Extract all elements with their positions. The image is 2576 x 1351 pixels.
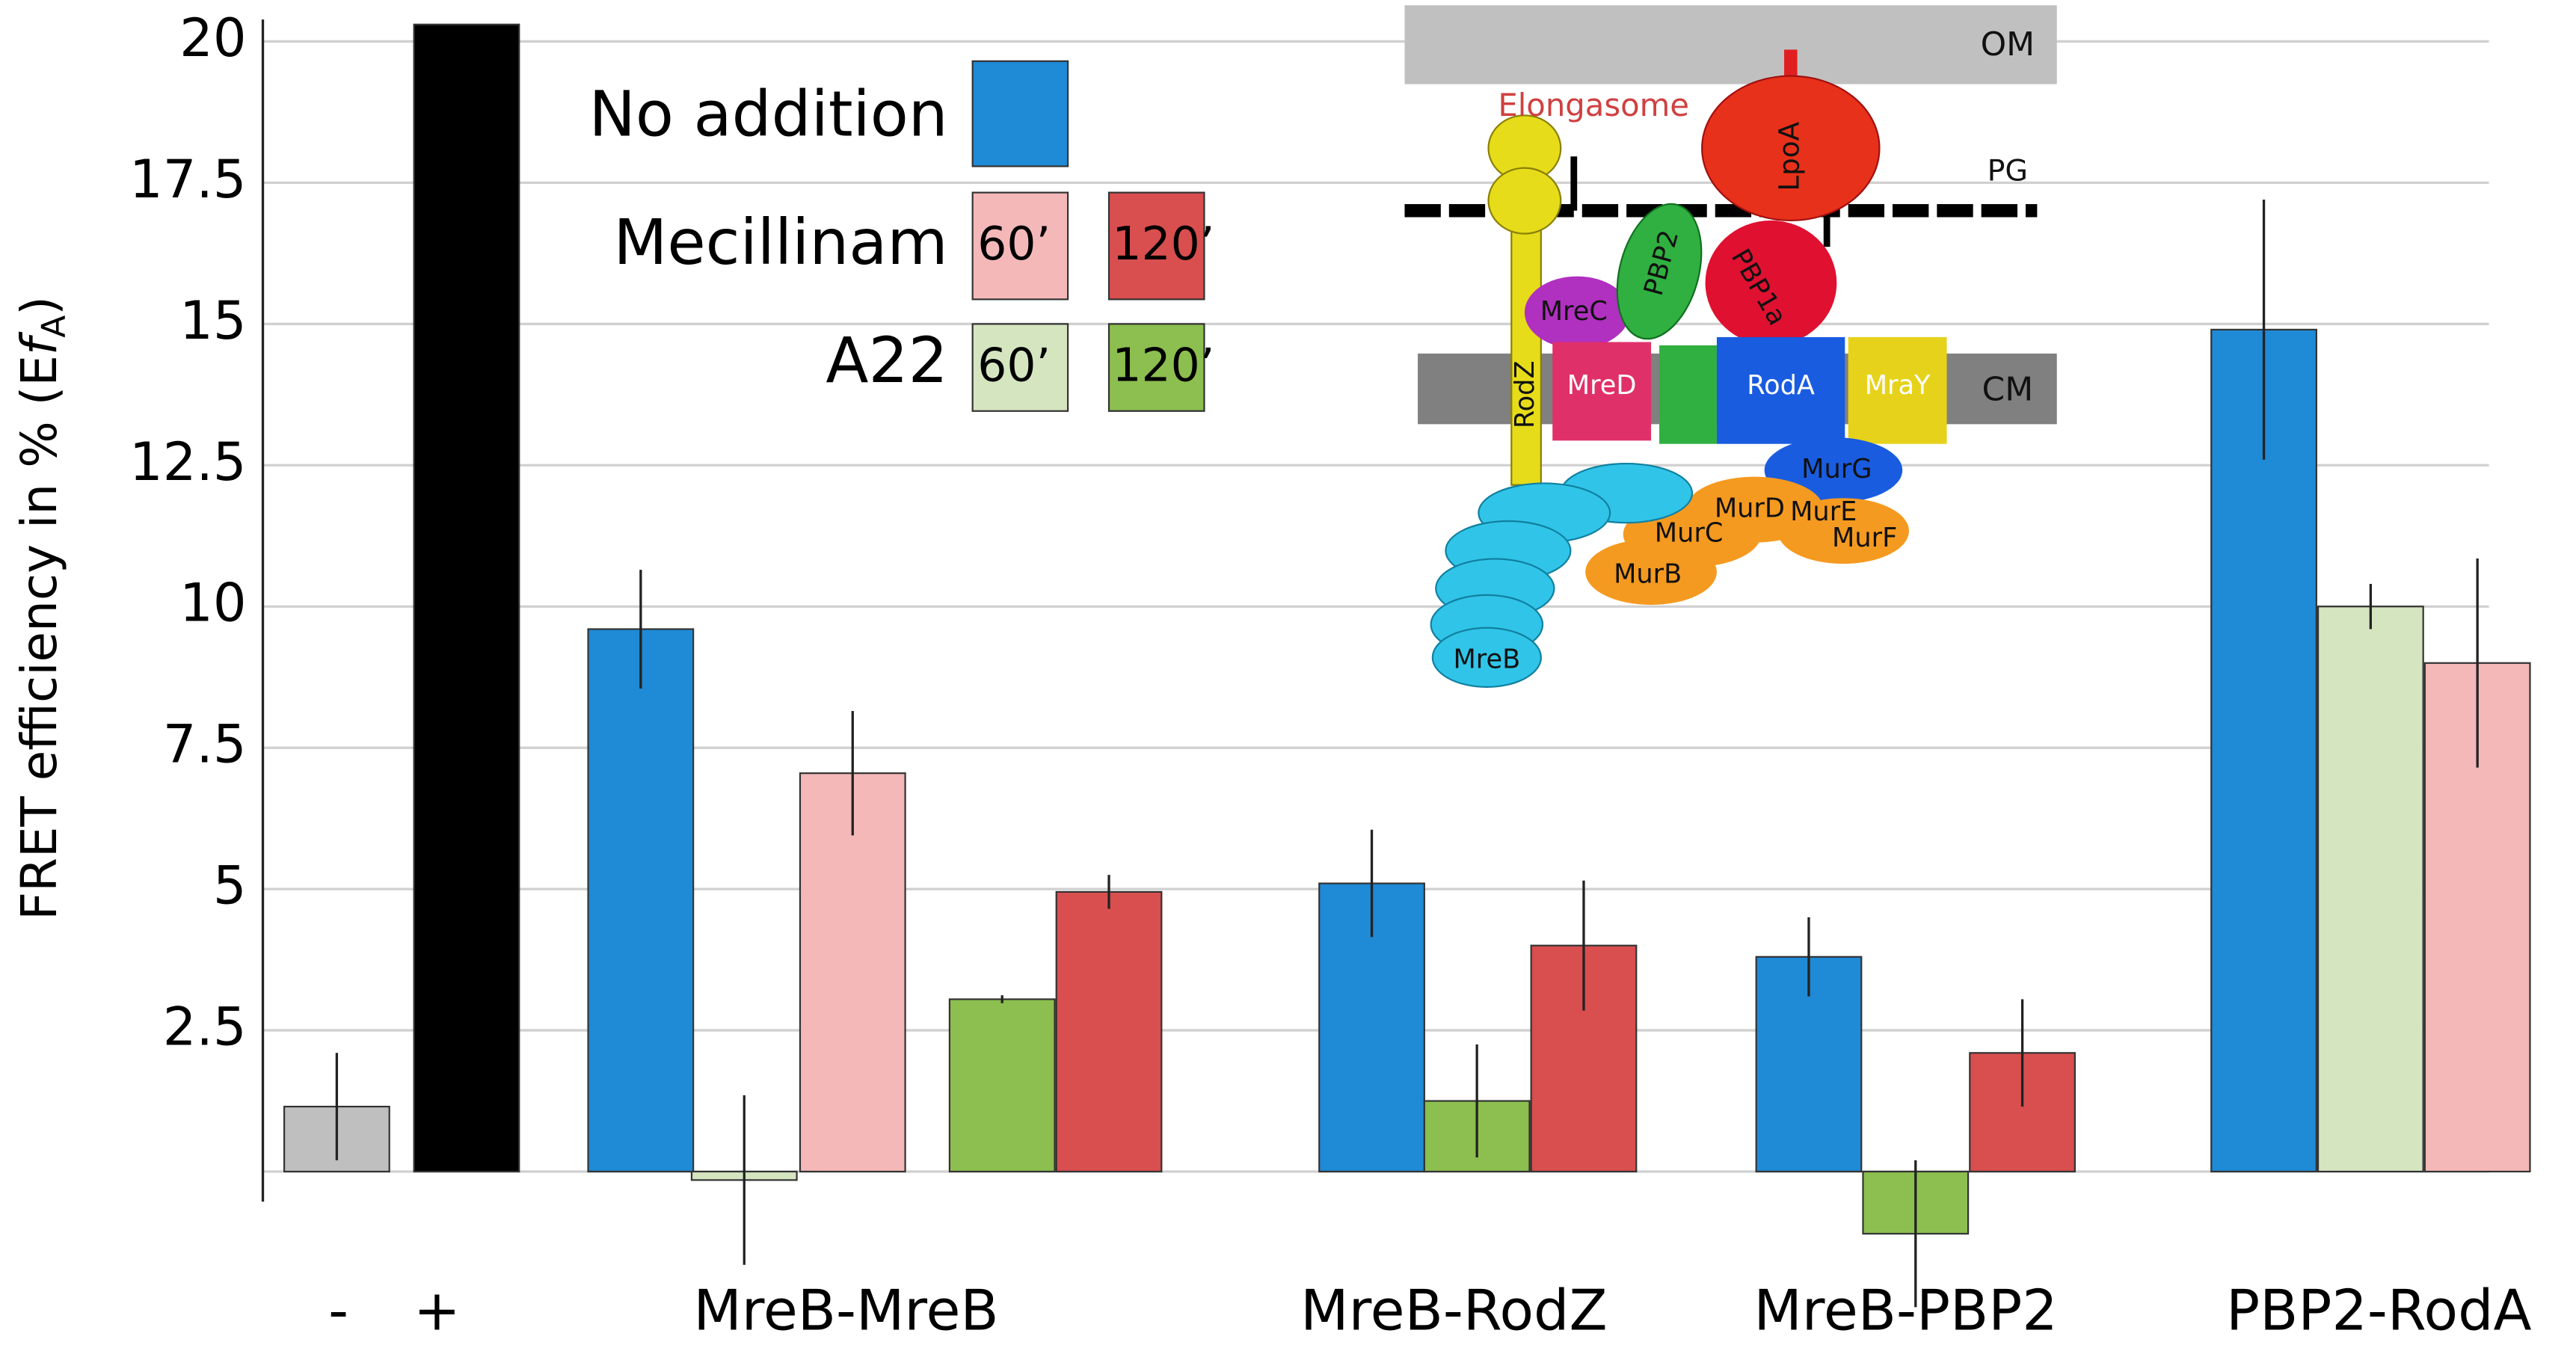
mray: [1848, 336, 1947, 444]
y-label-end: ): [10, 296, 68, 316]
mreb: [1431, 627, 1542, 688]
legend-label: Mecillinam: [613, 206, 947, 279]
diagram-label: MraY: [1865, 370, 1931, 401]
legend-swatch: [971, 60, 1069, 167]
diagram-label: MurB: [1614, 558, 1682, 589]
diagram-label: MreC: [1540, 296, 1608, 327]
y-tick-label: 15: [179, 290, 246, 351]
legend-time: 120’: [1112, 339, 1214, 393]
y-axis-label: FRET efficiency in % (EfA): [10, 296, 73, 920]
bar: [799, 772, 906, 1173]
bar: [948, 998, 1056, 1173]
diagram: [1404, 5, 2057, 688]
legend-time: 60’: [977, 339, 1051, 393]
lpoa-stalk: [1784, 49, 1798, 83]
y-tick-label: 17.5: [129, 149, 247, 210]
diagram-label: MurD: [1715, 493, 1785, 524]
y-label-text: FRET efficiency in % (E: [10, 355, 68, 920]
x-tick-label: MreB-RodZ: [1300, 1278, 1607, 1344]
x-tick-label: +: [414, 1278, 461, 1344]
pbp2: [1616, 203, 1703, 340]
diagram-label: OM: [1981, 25, 2035, 64]
diagram-label: MurC: [1655, 518, 1724, 549]
pbp2-tm: [1659, 345, 1717, 444]
legend-label: No addition: [588, 79, 947, 151]
x-tick-label: MreB-PBP2: [1753, 1278, 2057, 1344]
bar: [587, 628, 695, 1173]
diagram-label: MurE: [1790, 496, 1857, 527]
diagram-label: MreD: [1567, 370, 1637, 401]
legend-swatch: [971, 191, 1069, 301]
diagram-label: PG: [1988, 154, 2028, 188]
bar: [2210, 328, 2317, 1173]
diagram-label: MurG: [1801, 454, 1872, 484]
diagram-label: MreB: [1453, 644, 1520, 675]
y-tick-label: 7.5: [163, 714, 247, 775]
outer-membrane: [1404, 5, 2057, 84]
y-tick-label: 2.5: [163, 997, 247, 1058]
bar: [1055, 890, 1163, 1173]
rodz: [1510, 221, 1542, 486]
x-tick-label: PBP2-RodA: [2226, 1278, 2532, 1344]
y-tick-label: 10: [179, 573, 246, 634]
rodz-head: [1487, 167, 1562, 235]
lpoa: [1701, 75, 1881, 222]
legend-swatch: [971, 323, 1069, 412]
legend-label: A22: [826, 324, 947, 397]
pbp1a: [1705, 220, 1837, 345]
x-tick-label: MreB-MreB: [693, 1278, 998, 1344]
bar: [413, 23, 520, 1173]
diagram-label: Elongasome: [1498, 87, 1689, 123]
diagram-label: LpoA: [1772, 121, 1805, 191]
diagram-label: MurF: [1832, 523, 1897, 553]
diagram-label: CM: [1982, 370, 2034, 408]
y-tick-label: 20: [179, 7, 246, 69]
y-tick-label: 5: [213, 855, 247, 917]
y-tick-label: 12.5: [129, 431, 247, 493]
murb: [1585, 539, 1717, 606]
bar: [2317, 606, 2424, 1173]
mred: [1552, 342, 1652, 441]
mrec: [1524, 276, 1630, 349]
x-tick-label: -: [328, 1278, 348, 1344]
legend-time: 120’: [1112, 217, 1214, 271]
diagram-label: RodA: [1747, 370, 1815, 401]
legend-swatch: [1107, 323, 1205, 412]
diagram-label: RodZ: [1510, 360, 1540, 428]
roda: [1716, 336, 1845, 444]
legend-swatch: [1107, 191, 1205, 301]
legend-time: 60’: [977, 217, 1051, 271]
y-label-subscript: A: [35, 316, 73, 338]
